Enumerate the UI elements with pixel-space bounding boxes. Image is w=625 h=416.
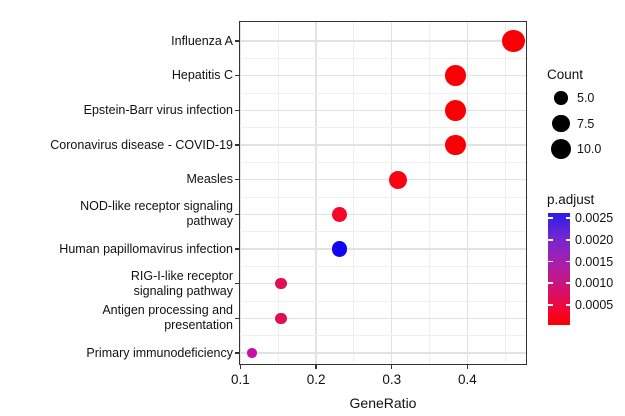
data-point	[445, 134, 467, 156]
x-axis-tick	[239, 365, 242, 369]
y-axis-label: Antigen processing and presentation	[102, 303, 233, 333]
y-axis-tick	[235, 317, 239, 320]
plot-panel-border	[239, 21, 527, 365]
x-axis-tick-label: 0.2	[306, 372, 326, 387]
y-axis-label: Coronavirus disease - COVID-19	[50, 137, 233, 152]
y-axis-label: RIG-I-like receptor signaling pathway	[130, 268, 233, 298]
data-point	[275, 312, 287, 325]
y-axis-tick	[235, 40, 239, 42]
data-point	[247, 348, 257, 358]
gridline-vertical-minor	[277, 21, 279, 365]
y-axis-label: Hepatitis C	[171, 68, 233, 83]
x-axis-tick	[466, 365, 469, 369]
gridline-vertical-minor	[504, 21, 506, 365]
padjust-gradient-tick	[565, 217, 570, 219]
padjust-legend-label: 0.0020	[575, 232, 614, 247]
gridline-horizontal-minor	[239, 300, 527, 302]
padjust-legend-label: 0.0010	[575, 276, 614, 291]
y-axis-label: Measles	[186, 172, 233, 187]
y-axis-tick	[235, 213, 239, 216]
padjust-gradient-tick	[548, 260, 553, 263]
padjust-legend-label: 0.0005	[575, 298, 614, 312]
gridline-horizontal-major	[239, 179, 527, 181]
plot-panel	[239, 21, 527, 365]
data-point	[275, 277, 287, 290]
gridline-horizontal-major	[239, 40, 527, 42]
gridline-horizontal-major	[239, 109, 527, 111]
data-point	[388, 170, 407, 189]
y-axis-label: Human papillomavirus infection	[59, 241, 233, 256]
gridline-horizontal-major	[239, 213, 527, 215]
y-axis-tick	[235, 178, 239, 181]
count-legend-symbol	[554, 91, 568, 105]
gridline-vertical-major	[239, 21, 242, 365]
padjust-legend-label: 0.0025	[575, 211, 614, 225]
data-point	[331, 241, 347, 257]
count-legend-label: 5.0	[577, 91, 595, 105]
x-axis-tick-label: 0.4	[457, 372, 477, 387]
padjust-gradient-bar	[548, 213, 570, 325]
gridline-horizontal-major	[239, 317, 527, 319]
y-axis-tick	[235, 352, 239, 354]
gridline-vertical-minor	[353, 21, 355, 365]
padjust-gradient-tick	[548, 217, 553, 219]
padjust-gradient-tick	[565, 260, 570, 263]
gridline-horizontal-minor	[239, 231, 527, 233]
padjust-gradient-tick	[548, 282, 553, 285]
padjust-legend-label: 0.0015	[575, 254, 614, 269]
padjust-gradient-tick	[565, 238, 570, 241]
padjust-gradient-tick	[565, 282, 570, 285]
y-axis-label: Influenza A	[171, 33, 233, 48]
padjust-gradient-tick	[565, 304, 570, 306]
x-axis-title: GeneRatio	[349, 395, 417, 411]
padjust-legend-title: p.adjust	[547, 192, 595, 207]
gridline-vertical-major	[466, 21, 468, 365]
gridline-vertical-minor	[429, 21, 431, 365]
gridline-horizontal-minor	[239, 161, 527, 163]
data-point	[445, 100, 467, 121]
count-legend-symbol	[552, 114, 570, 133]
y-axis-tick	[235, 109, 239, 112]
gridline-horizontal-major	[239, 283, 527, 285]
count-legend-label: 7.5	[577, 116, 595, 131]
y-axis-tick	[235, 282, 239, 285]
y-axis-tick	[235, 74, 239, 77]
y-axis-label: Primary immunodeficiency	[86, 345, 233, 360]
gridline-horizontal-minor	[239, 335, 527, 337]
y-axis-label: NOD-like receptor signaling pathway	[80, 199, 233, 229]
x-axis-tick-label: 0.1	[231, 372, 250, 387]
y-axis-tick	[235, 144, 239, 146]
gridline-horizontal-major	[239, 144, 527, 146]
count-legend-title: Count	[547, 67, 584, 82]
padjust-gradient-tick	[548, 238, 553, 241]
gridline-horizontal-major	[239, 248, 527, 250]
gridline-horizontal-minor	[239, 196, 527, 198]
x-axis-tick	[315, 365, 317, 369]
gridline-vertical-major	[315, 21, 317, 365]
y-axis-tick	[235, 248, 239, 250]
gridline-horizontal-minor	[239, 265, 527, 267]
gridline-vertical-major	[391, 21, 393, 365]
x-axis-tick-label: 0.3	[382, 372, 402, 387]
gridline-horizontal-minor	[239, 92, 527, 94]
y-axis-label: Epstein-Barr virus infection	[83, 102, 233, 117]
count-legend-label: 10.0	[577, 142, 602, 156]
gridline-horizontal-major	[239, 352, 527, 354]
padjust-gradient-tick	[548, 304, 553, 306]
gridline-horizontal-minor	[239, 57, 527, 59]
x-axis-tick	[390, 365, 393, 369]
gridline-horizontal-minor	[239, 127, 527, 129]
data-point	[331, 206, 347, 222]
count-legend-symbol	[550, 138, 572, 160]
data-point	[445, 65, 467, 86]
data-point	[502, 29, 526, 53]
gridline-horizontal-major	[239, 75, 527, 77]
